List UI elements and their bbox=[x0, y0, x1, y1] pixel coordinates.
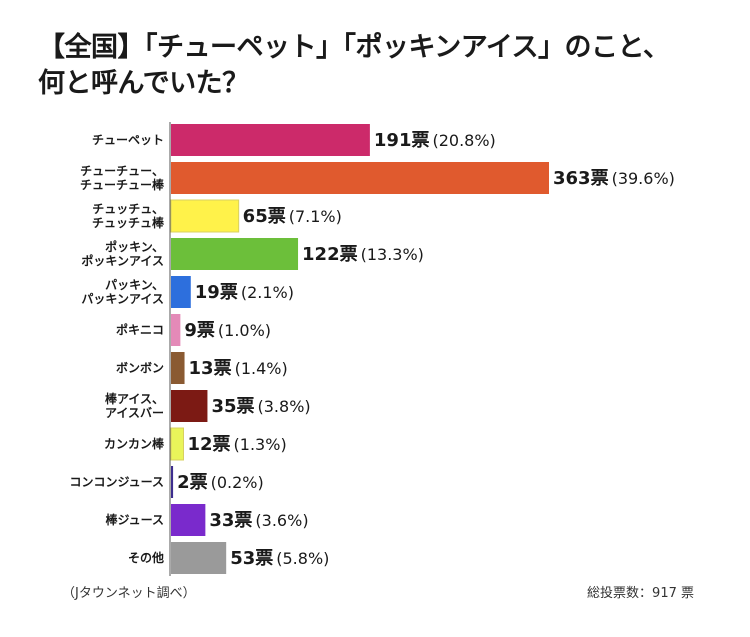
value-label-11: 53票 (5.8%) bbox=[230, 548, 329, 569]
total-votes: 総投票数：917 票 bbox=[587, 586, 694, 601]
value-percent-1: (39.6%) bbox=[612, 169, 675, 188]
source-note: （Jタウンネット調べ） bbox=[62, 586, 196, 601]
value-percent-0: (20.8%) bbox=[432, 131, 495, 150]
category-label-3: ポッキン、ポッキンアイス bbox=[81, 239, 164, 268]
category-label-2-line-0: チュッチュ、 bbox=[92, 202, 164, 216]
bar-0 bbox=[171, 124, 370, 156]
value-label-7: 35票 (3.8%) bbox=[211, 396, 310, 417]
value-count-2: 65票 bbox=[243, 206, 286, 227]
value-count-0: 191票 bbox=[374, 130, 430, 151]
value-label-0: 191票 (20.8%) bbox=[374, 130, 496, 151]
value-count-7: 35票 bbox=[211, 396, 254, 417]
value-label-10: 33票 (3.6%) bbox=[209, 510, 308, 531]
bar-9 bbox=[171, 466, 174, 498]
value-percent-6: (1.4%) bbox=[235, 359, 288, 378]
value-label-5: 9票 (1.0%) bbox=[184, 320, 271, 341]
value-label-6: 13票 (1.4%) bbox=[189, 358, 288, 379]
value-percent-9: (0.2%) bbox=[211, 473, 264, 492]
category-label-1: チューチュー、チューチュー棒 bbox=[80, 164, 165, 192]
category-label-6-line-0: ボンボン bbox=[116, 360, 164, 375]
bar-6 bbox=[171, 352, 185, 384]
value-count-8: 12票 bbox=[187, 434, 230, 455]
chart-title-line2: 何と呼んでいた？ bbox=[38, 68, 249, 99]
value-count-3: 122票 bbox=[302, 244, 358, 265]
bar-11 bbox=[171, 542, 227, 574]
category-label-10-line-0: 棒ジュース bbox=[105, 512, 164, 527]
bar-7 bbox=[171, 390, 208, 422]
category-labels-group: チューペットチューチュー、チューチュー棒チュッチュ、チュッチュ棒ポッキン、ポッキ… bbox=[69, 133, 165, 565]
value-percent-5: (1.0%) bbox=[218, 321, 271, 340]
category-label-11-line-0: その他 bbox=[128, 550, 164, 565]
category-label-2: チュッチュ、チュッチュ棒 bbox=[92, 202, 165, 230]
value-count-9: 2票 bbox=[177, 472, 208, 493]
value-count-5: 9票 bbox=[184, 320, 215, 341]
value-count-4: 19票 bbox=[195, 282, 238, 303]
value-label-9: 2票 (0.2%) bbox=[177, 472, 264, 493]
category-label-4-line-0: パッキン、 bbox=[105, 278, 164, 292]
category-label-9-line-0: コンコンジュース bbox=[69, 475, 164, 489]
category-label-4: パッキン、パッキンアイス bbox=[81, 278, 164, 306]
value-count-10: 33票 bbox=[209, 510, 252, 531]
chart-title-line1: 【全国】「チューペット」「ポッキンアイス」のこと、 bbox=[38, 32, 670, 63]
value-percent-3: (13.3%) bbox=[361, 245, 424, 264]
value-percent-7: (3.8%) bbox=[258, 397, 311, 416]
category-label-3-line-1: ポッキンアイス bbox=[81, 253, 164, 268]
category-label-5-line-0: ポキニコ bbox=[116, 322, 164, 337]
value-label-1: 363票 (39.6%) bbox=[553, 168, 675, 189]
bar-5 bbox=[171, 314, 181, 346]
value-count-11: 53票 bbox=[230, 548, 273, 569]
category-label-8: カンカン棒 bbox=[104, 436, 165, 451]
category-label-8-line-0: カンカン棒 bbox=[104, 436, 165, 451]
bars-group bbox=[170, 124, 549, 574]
category-label-2-line-1: チュッチュ棒 bbox=[92, 215, 165, 230]
value-percent-4: (2.1%) bbox=[241, 283, 294, 302]
value-label-4: 19票 (2.1%) bbox=[195, 282, 294, 303]
category-label-0-line-0: チューペット bbox=[92, 133, 164, 147]
chart-title: 【全国】「チューペット」「ポッキンアイス」のこと、 何と呼んでいた？ bbox=[38, 30, 738, 102]
category-label-3-line-0: ポッキン、 bbox=[105, 239, 164, 254]
value-label-2: 65票 (7.1%) bbox=[243, 206, 342, 227]
category-label-10: 棒ジュース bbox=[105, 512, 164, 527]
value-count-1: 363票 bbox=[553, 168, 609, 189]
bar-3 bbox=[171, 238, 299, 270]
category-label-9: コンコンジュース bbox=[69, 475, 164, 489]
category-label-1-line-1: チューチュー棒 bbox=[80, 177, 165, 192]
value-percent-11: (5.8%) bbox=[276, 549, 329, 568]
bar-8 bbox=[170, 427, 184, 461]
category-label-7: 棒アイス、アイスバー bbox=[105, 391, 164, 420]
bar-4 bbox=[171, 276, 191, 308]
category-label-7-line-1: アイスバー bbox=[105, 406, 164, 420]
category-label-5: ポキニコ bbox=[116, 322, 164, 337]
category-label-4-line-1: パッキンアイス bbox=[81, 292, 164, 306]
value-percent-8: (1.3%) bbox=[234, 435, 287, 454]
value-count-6: 13票 bbox=[189, 358, 232, 379]
value-percent-10: (3.6%) bbox=[255, 511, 308, 530]
value-label-8: 12票 (1.3%) bbox=[187, 434, 286, 455]
value-label-3: 122票 (13.3%) bbox=[302, 244, 424, 265]
bar-1 bbox=[171, 162, 549, 194]
bar-chart: チューペットチューチュー、チューチュー棒チュッチュ、チュッチュ棒ポッキン、ポッキ… bbox=[69, 122, 675, 576]
category-label-7-line-0: 棒アイス、 bbox=[105, 391, 164, 406]
category-label-11: その他 bbox=[128, 550, 164, 565]
category-label-1-line-0: チューチュー、 bbox=[80, 164, 164, 178]
category-label-6: ボンボン bbox=[116, 360, 164, 375]
bar-10 bbox=[171, 504, 206, 536]
bar-2 bbox=[170, 199, 240, 233]
value-labels-group: 191票 (20.8%) 363票 (39.6%) 65票 (7.1%) 122票 (13.3… bbox=[177, 130, 675, 569]
value-percent-2: (7.1%) bbox=[289, 207, 342, 226]
category-label-0: チューペット bbox=[92, 133, 164, 147]
